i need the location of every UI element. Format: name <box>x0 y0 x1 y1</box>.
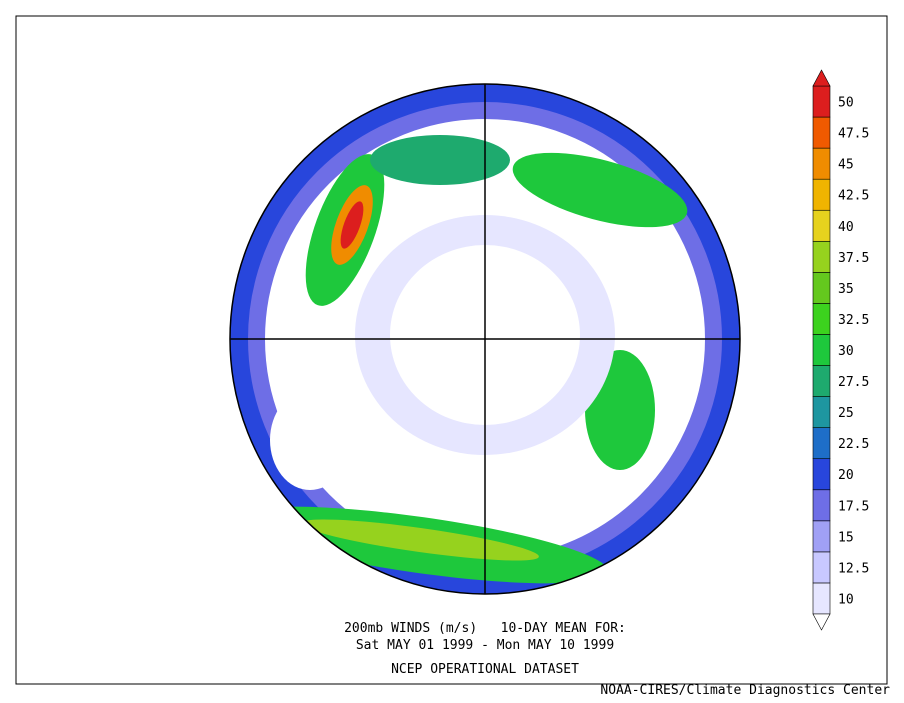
colorbar-top-arrow <box>812 69 831 87</box>
colorbar: 10 12.5 15 17.5 20 22.5 25 27.5 30 32.5 35 37.5 40 42… <box>812 69 869 631</box>
colorbar-box <box>812 489 831 522</box>
colorbar-box <box>812 458 831 491</box>
colorbar-box <box>812 116 831 149</box>
calm-w <box>270 390 350 490</box>
colorbar-box <box>812 582 831 615</box>
credit: NOAA-CIRES/Climate Diagnostics Center <box>600 683 890 698</box>
colorbar-box <box>812 520 831 553</box>
colorbar-box <box>812 209 831 242</box>
colorbar-label: 27.5 <box>838 375 869 390</box>
colorbar-label: 10 <box>838 592 854 607</box>
colorbar-bottom-arrow <box>812 613 831 631</box>
jet-n <box>370 135 510 185</box>
colorbar-box <box>812 272 831 304</box>
colorbar-box <box>812 303 831 335</box>
colorbar-box <box>812 178 831 211</box>
colorbar-box <box>812 365 831 397</box>
colorbar-box <box>812 240 831 273</box>
colorbar-box <box>812 334 831 366</box>
colorbar-label: 20 <box>838 468 854 483</box>
title-line: NCEP OPERATIONAL DATASET <box>391 662 579 677</box>
colorbar-label: 30 <box>838 344 854 359</box>
title-line: 200mb WINDS (m/s) 10-DAY MEAN FOR: <box>344 621 626 636</box>
colorbar-label: 15 <box>838 530 854 545</box>
colorbar-label: 42.5 <box>838 189 869 204</box>
colorbar-label: 47.5 <box>838 127 869 142</box>
colorbar-box <box>812 85 831 118</box>
colorbar-label: 45 <box>838 158 854 173</box>
colorbar-box <box>812 551 831 584</box>
colorbar-label: 17.5 <box>838 499 869 514</box>
colorbar-box <box>812 396 831 428</box>
colorbar-label: 22.5 <box>838 437 869 452</box>
colorbar-label: 25 <box>838 406 854 421</box>
colorbar-label: 35 <box>838 282 854 297</box>
jet-nw-max <box>340 201 364 249</box>
colorbar-box <box>812 427 831 460</box>
colorbar-label: 50 <box>838 96 854 111</box>
colorbar-box <box>812 147 831 180</box>
colorbar-label: 37.5 <box>838 251 869 266</box>
colorbar-label: 40 <box>838 220 854 235</box>
jet-south-core <box>301 519 539 561</box>
colorbar-label: 32.5 <box>838 313 869 328</box>
colorbar-label: 12.5 <box>838 561 869 576</box>
title-line: Sat MAY 01 1999 - Mon MAY 10 1999 <box>356 638 614 653</box>
jet-ne <box>512 152 688 228</box>
